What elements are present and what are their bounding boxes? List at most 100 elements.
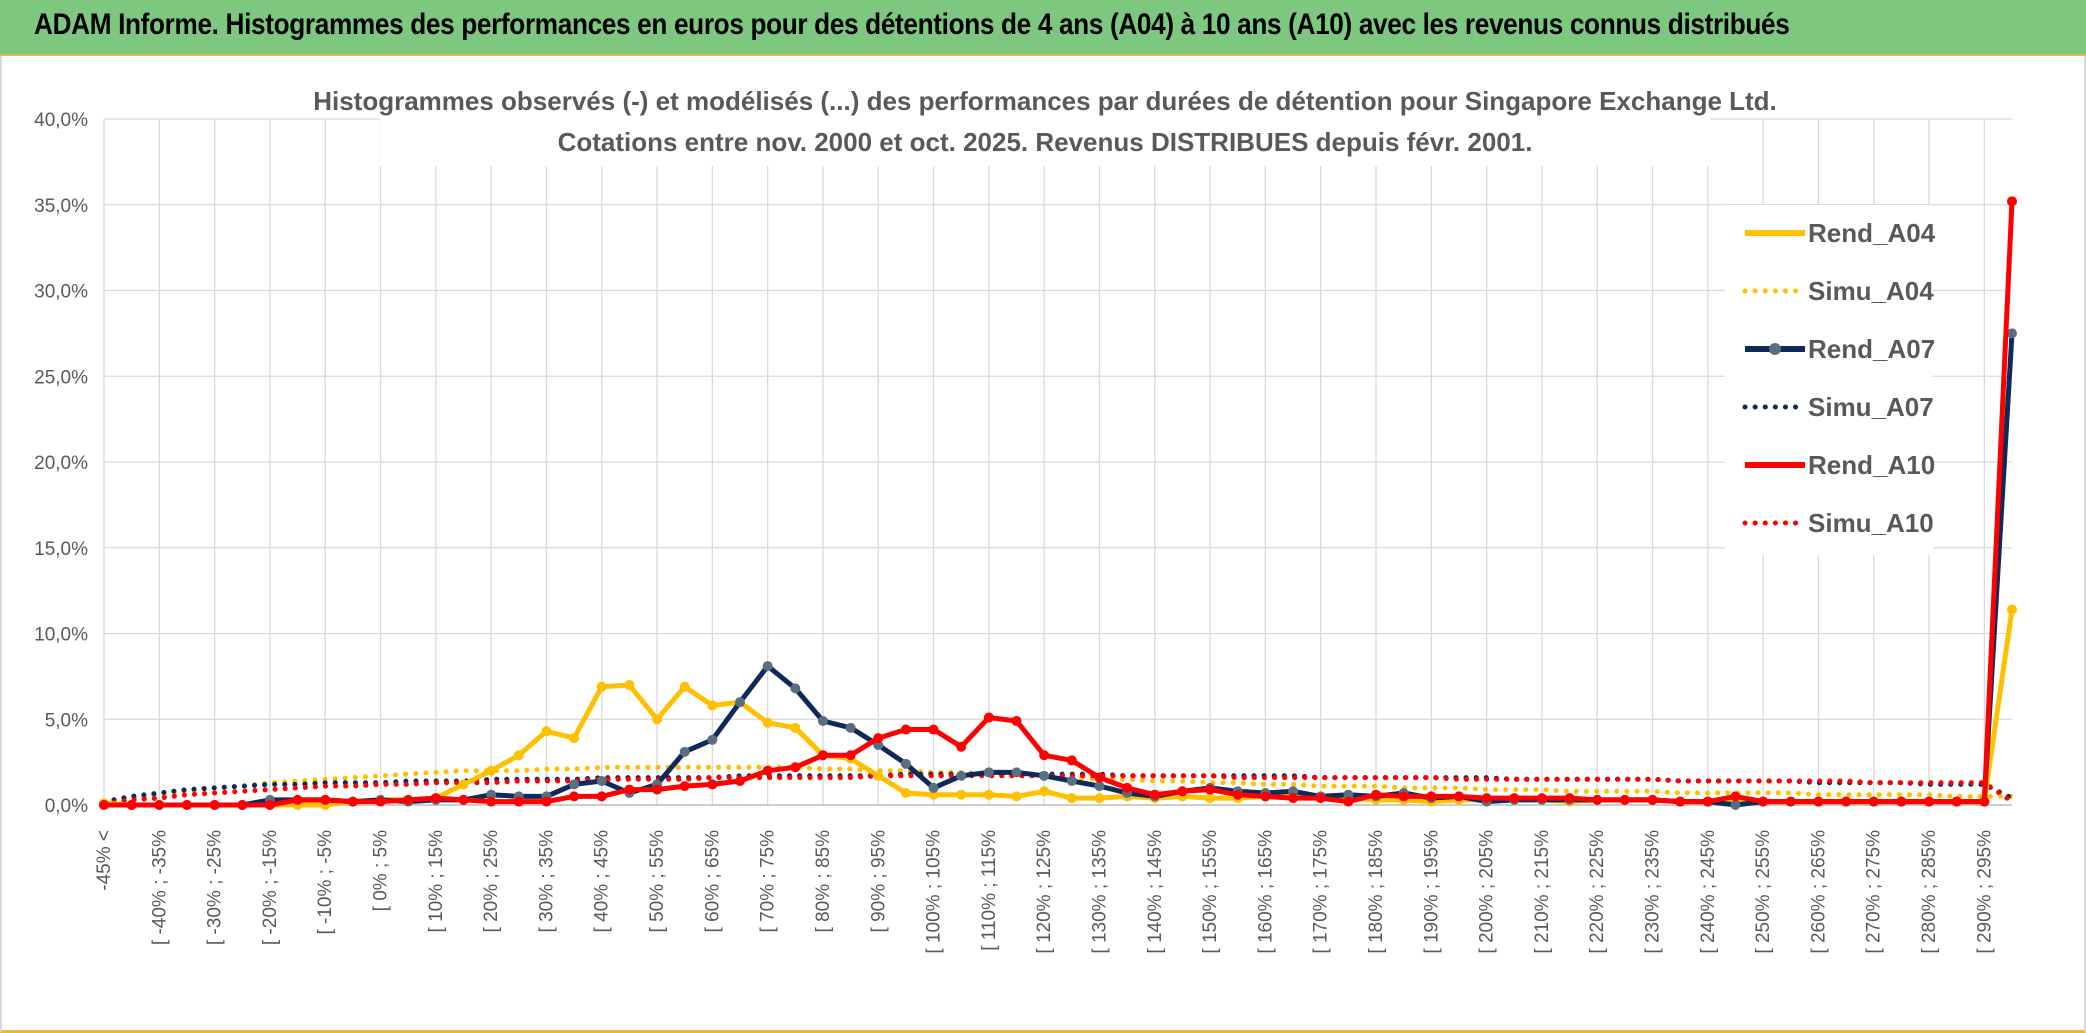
x-tick-label: [ 250% ; 255% bbox=[1753, 830, 1774, 954]
series-layer bbox=[99, 196, 2017, 810]
data-point bbox=[569, 779, 580, 790]
x-tick-label: [ 60% ; 65% bbox=[702, 830, 723, 933]
data-point bbox=[1841, 796, 1852, 807]
x-tick-label: [ 90% ; 95% bbox=[868, 830, 889, 933]
data-point bbox=[347, 796, 358, 807]
data-point bbox=[652, 784, 663, 795]
data-point bbox=[1951, 796, 1962, 807]
data-point bbox=[1011, 791, 1022, 802]
data-point bbox=[1149, 789, 1160, 800]
data-point bbox=[1066, 755, 1077, 766]
x-tick-label: [ 70% ; 75% bbox=[758, 830, 779, 933]
data-point bbox=[486, 789, 497, 800]
x-tick-label: [ 110% ; 115% bbox=[979, 830, 1000, 951]
data-point bbox=[928, 782, 939, 793]
data-point bbox=[873, 770, 884, 781]
data-point bbox=[845, 750, 856, 761]
data-point bbox=[956, 770, 967, 781]
data-point bbox=[956, 789, 967, 800]
data-point bbox=[735, 697, 745, 708]
data-point bbox=[1039, 786, 1050, 797]
data-point bbox=[458, 779, 469, 790]
data-point bbox=[292, 794, 303, 805]
y-axis-ticks: 0,0% 5,0% 10,0% 15,0% 20,0% 25,0% 30,0% 35,0% 40… bbox=[34, 110, 88, 817]
data-point bbox=[541, 726, 552, 737]
data-point bbox=[264, 800, 275, 810]
data-point bbox=[513, 750, 524, 761]
data-point bbox=[1426, 791, 1437, 802]
data-point bbox=[1509, 793, 1520, 804]
x-tick-label: [ 20% ; 25% bbox=[481, 830, 502, 933]
data-point bbox=[403, 794, 414, 805]
x-tick-label: [ 10% ; 15% bbox=[426, 830, 447, 933]
data-point bbox=[1094, 793, 1105, 804]
data-point bbox=[596, 791, 607, 802]
data-point bbox=[1094, 772, 1105, 783]
data-point bbox=[1564, 793, 1575, 804]
data-point bbox=[1647, 794, 1658, 805]
data-point bbox=[569, 791, 580, 802]
data-point bbox=[1398, 791, 1409, 802]
data-point bbox=[1868, 796, 1879, 807]
x-tick-label: [ 50% ; 55% bbox=[647, 830, 668, 933]
data-point bbox=[1011, 715, 1022, 726]
data-point bbox=[762, 661, 773, 672]
x-tick-label: [ 0% ; 5% bbox=[371, 830, 392, 911]
x-tick-label: [ 80% ; 85% bbox=[813, 830, 834, 933]
legend-item-Rend_A04: Rend_A04 bbox=[1745, 218, 1936, 248]
chart-subtitle: Cotations entre nov. 2000 et oct. 2025. … bbox=[558, 127, 1533, 157]
data-point bbox=[900, 724, 911, 735]
data-point bbox=[596, 681, 607, 692]
data-point bbox=[735, 775, 745, 786]
data-point bbox=[1813, 796, 1824, 807]
data-point bbox=[679, 746, 690, 757]
legend-label: Rend_A10 bbox=[1808, 450, 1935, 480]
data-point bbox=[845, 722, 856, 733]
legend-background bbox=[1725, 205, 1933, 555]
series-Rend_A10 bbox=[99, 196, 2017, 810]
x-tick-label: [ 40% ; 45% bbox=[592, 830, 613, 933]
x-tick-label: [ 230% ; 235% bbox=[1643, 830, 1664, 954]
data-point bbox=[707, 700, 718, 711]
data-point bbox=[237, 800, 248, 810]
y-tick-label: 25,0% bbox=[34, 367, 88, 388]
data-point bbox=[624, 679, 635, 690]
data-point bbox=[596, 775, 607, 786]
data-point bbox=[790, 683, 801, 694]
data-point bbox=[900, 758, 911, 769]
data-point bbox=[486, 796, 497, 807]
chart-title: Histogrammes observés (-) et modélisés (… bbox=[313, 86, 1777, 116]
data-point bbox=[1066, 775, 1077, 786]
data-point bbox=[1979, 796, 1990, 807]
data-point bbox=[486, 765, 497, 776]
series-line-Rend_A10 bbox=[104, 201, 2015, 808]
data-point bbox=[1232, 789, 1243, 800]
legend-marker bbox=[1769, 343, 1781, 355]
y-tick-label: 5,0% bbox=[45, 710, 88, 731]
data-point bbox=[1094, 781, 1105, 792]
data-point bbox=[181, 800, 192, 810]
x-tick-label: [ 130% ; 135% bbox=[1089, 830, 1110, 954]
data-point bbox=[1260, 791, 1271, 802]
data-point bbox=[1730, 800, 1741, 810]
data-point bbox=[458, 794, 469, 805]
data-point bbox=[873, 733, 884, 744]
x-tick-label: [ 220% ; 225% bbox=[1587, 830, 1608, 954]
x-tick-label: [ 150% ; 155% bbox=[1200, 830, 1221, 954]
chart-frame bbox=[0, 56, 2086, 1033]
x-tick-label: [ -30% ; -25% bbox=[205, 830, 226, 945]
data-point bbox=[1619, 794, 1630, 805]
legend-item-Simu_A10: Simu_A10 bbox=[1742, 508, 1934, 538]
legend-label: Rend_A04 bbox=[1808, 218, 1936, 248]
data-point bbox=[1536, 793, 1547, 804]
data-point bbox=[1592, 794, 1603, 805]
x-tick-label: [ 30% ; 35% bbox=[536, 830, 557, 933]
data-point bbox=[2007, 604, 2017, 615]
data-point bbox=[1371, 789, 1381, 800]
legend-item-Simu_A04: Simu_A04 bbox=[1742, 276, 1934, 306]
x-tick-label: [ 100% ; 105% bbox=[924, 830, 945, 954]
data-point bbox=[817, 715, 828, 726]
data-point bbox=[928, 724, 939, 735]
data-point bbox=[983, 712, 994, 723]
legend-label: Simu_A04 bbox=[1808, 276, 1934, 306]
